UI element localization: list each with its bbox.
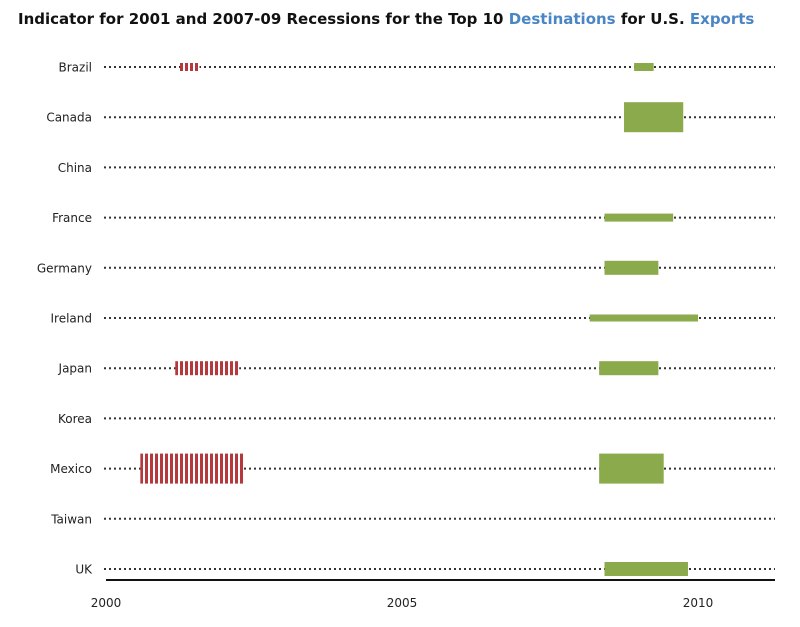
country-label-canada: Canada: [46, 111, 92, 125]
rows-layer: Brazil Canada China France Germany Ireland Jap…: [37, 61, 775, 577]
title-highlight-destinations: Destinations: [508, 10, 616, 28]
x-tick-label-2000: 2000: [91, 596, 122, 610]
title-highlight-exports: Exports: [689, 10, 755, 28]
bar-recession-2007-09-ireland: [589, 314, 699, 322]
title-part1: Indicator for 2001 and 2007-09 Recession…: [18, 10, 509, 28]
bar-recession-2007-09-germany: [604, 260, 659, 275]
bar-recession-2007-09-brazil: [634, 63, 654, 71]
bar-recession-2001-japan: [175, 361, 240, 376]
bar-recession-2007-09-japan: [599, 361, 659, 376]
country-label-china: China: [58, 161, 92, 175]
x-axis: 2000 2005 2010: [91, 579, 775, 610]
bar-recession-2007-09-uk: [604, 562, 688, 576]
country-label-france: France: [52, 211, 92, 225]
country-label-taiwan: Taiwan: [50, 512, 92, 526]
x-tick-label-2005: 2005: [387, 596, 418, 610]
country-label-ireland: Ireland: [50, 312, 92, 326]
bar-recession-2001-brazil: [180, 63, 200, 71]
x-tick-label-2010: 2010: [683, 596, 714, 610]
bar-recession-2007-09-canada: [624, 102, 684, 133]
country-label-germany: Germany: [37, 261, 92, 275]
country-label-korea: Korea: [58, 412, 92, 426]
country-label-brazil: Brazil: [59, 61, 93, 75]
bar-recession-2001-mexico: [140, 453, 244, 484]
bar-recession-2007-09-france: [604, 213, 674, 222]
bars-layer: [140, 63, 699, 576]
country-label-mexico: Mexico: [50, 462, 92, 476]
bar-recession-2007-09-mexico: [599, 453, 664, 484]
country-label-japan: Japan: [58, 362, 92, 376]
country-label-uk: UK: [75, 563, 93, 577]
chart-title: Indicator for 2001 and 2007-09 Recession…: [18, 10, 754, 28]
title-part2: for U.S.: [615, 10, 690, 28]
